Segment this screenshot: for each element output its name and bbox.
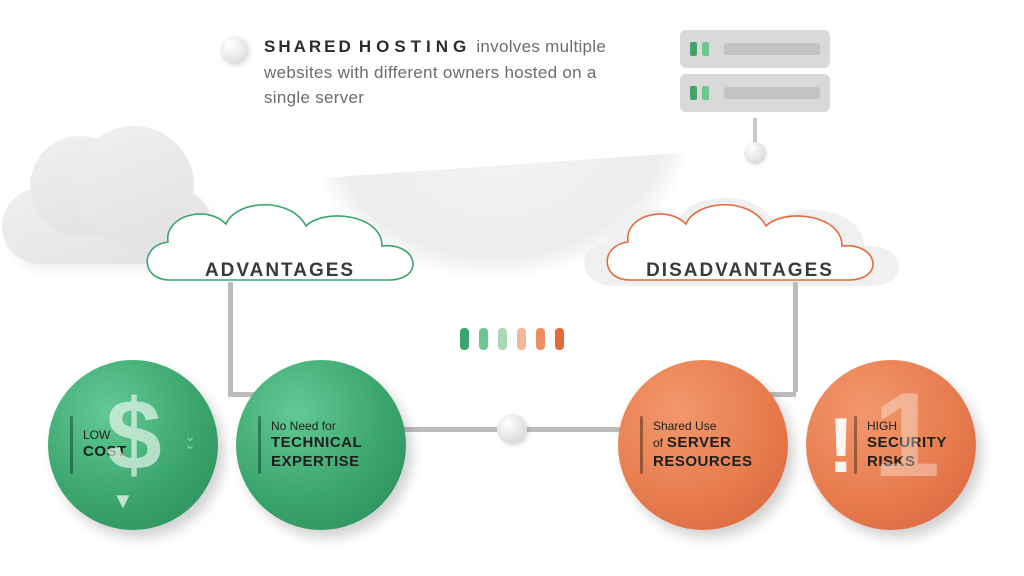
accent-bar [70,416,73,474]
chevron-down-icon: ⌄⌄ [184,432,196,449]
disadvantage-security-risks: 1 ! HIGH SECURITY RISKS [806,360,976,530]
server-led-icon [702,42,709,56]
header-bold-2: HOSTING [359,37,471,56]
text-small: Shared Use [653,419,753,434]
header-text: SHARED HOSTING involves multiple website… [264,34,624,111]
cloud-outline-icon [590,190,890,300]
server-led-icon [690,42,697,56]
text-big: RESOURCES [653,453,753,472]
center-ball-icon [497,414,527,444]
accent-bar [258,416,261,474]
header-bold-1: SHARED [264,37,354,56]
server-icon [680,30,830,164]
text-small: of [653,436,663,450]
dot-icon [498,328,507,350]
header: SHARED HOSTING involves multiple website… [220,34,624,111]
server-unit [680,30,830,68]
advantage-low-cost: $ ▼ ⌄⌄ LOW COST [48,360,218,530]
connector-line [228,282,233,392]
dot-icon [479,328,488,350]
item-text: Shared Use of SERVER RESOURCES [653,419,753,472]
cloud-outline-icon [130,190,430,300]
text-big: SERVER [667,434,731,451]
accent-bar [854,416,857,474]
disadvantages-label: DISADVANTAGES [590,260,890,282]
server-ball-icon [744,142,766,164]
server-led-icon [702,86,709,100]
item-text: No Need for TECHNICAL EXPERTISE [271,419,362,472]
item-text: HIGH SECURITY RISKS [867,419,947,472]
dot-icon [555,328,564,350]
advantages-cloud: ADVANTAGES [130,190,430,300]
text-big: RISKS [867,453,947,472]
down-arrow-icon: ▼ [112,488,134,514]
accent-bar [640,416,643,474]
advantages-label: ADVANTAGES [130,260,430,282]
server-unit [680,74,830,112]
text-small: LOW [83,428,127,443]
disadvantage-shared-resources: Shared Use of SERVER RESOURCES [618,360,788,530]
gradient-dots [460,328,564,350]
advantage-no-expertise: No Need for TECHNICAL EXPERTISE [236,360,406,530]
server-bar [724,87,820,99]
disadvantages-cloud: DISADVANTAGES [590,190,890,300]
text-big: EXPERTISE [271,453,362,472]
dot-icon [517,328,526,350]
server-led-icon [690,86,697,100]
text-big: TECHNICAL [271,434,362,453]
text-big: SECURITY [867,434,947,453]
dot-icon [536,328,545,350]
exclamation-icon: ! [828,400,854,491]
bullet-sphere-icon [220,36,248,64]
text-small: HIGH [867,419,947,434]
dot-icon [460,328,469,350]
text-small: No Need for [271,419,362,434]
connector-line [793,282,798,392]
item-text: LOW COST [83,428,127,462]
server-bar [724,43,820,55]
text-big: COST [83,443,127,462]
